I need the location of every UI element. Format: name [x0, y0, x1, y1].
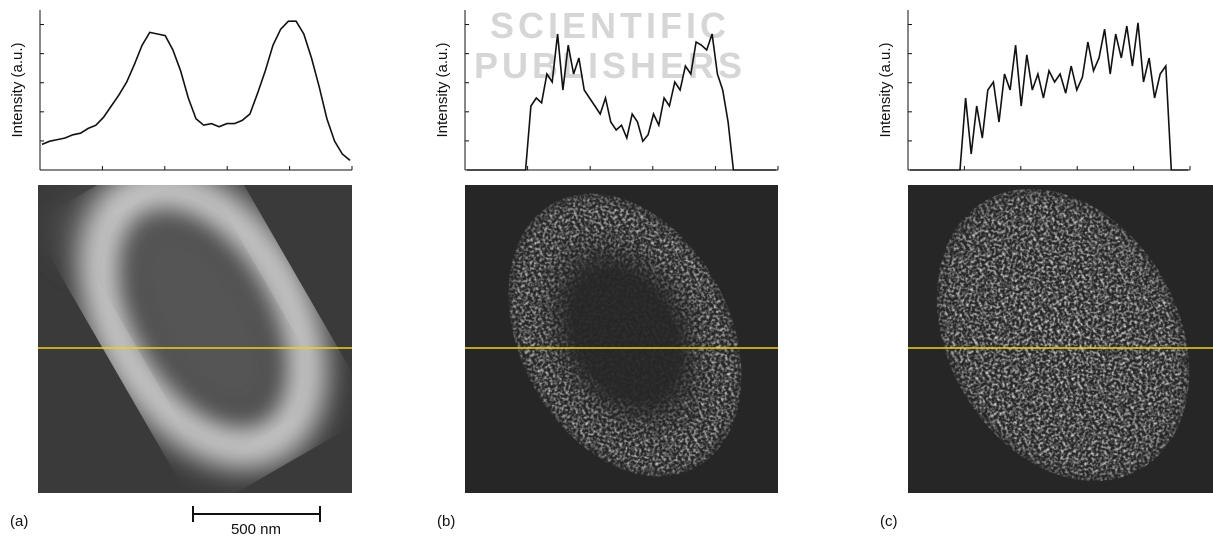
image-a: [38, 185, 352, 493]
y-axis-label: Intensity (a.u.): [434, 42, 451, 137]
panel-label: (b): [437, 513, 455, 530]
y-axis-label: Intensity (a.u.): [9, 42, 26, 137]
intensity-profile: [910, 22, 1188, 171]
watermark: SCIENTIFIC: [490, 5, 730, 46]
scale-bar: [192, 506, 321, 522]
y-axis-label: Intensity (a.u.): [877, 42, 894, 137]
image-b: [465, 185, 778, 493]
intensity-profile: [41, 20, 351, 162]
panel-label: (c): [880, 513, 898, 530]
panel-label: (a): [10, 513, 28, 530]
watermark: PUBLISHERS: [474, 45, 746, 86]
image-c: [908, 185, 1213, 493]
intensity-profile: [467, 33, 776, 171]
scale-bar-label: 500 nm: [231, 521, 281, 538]
